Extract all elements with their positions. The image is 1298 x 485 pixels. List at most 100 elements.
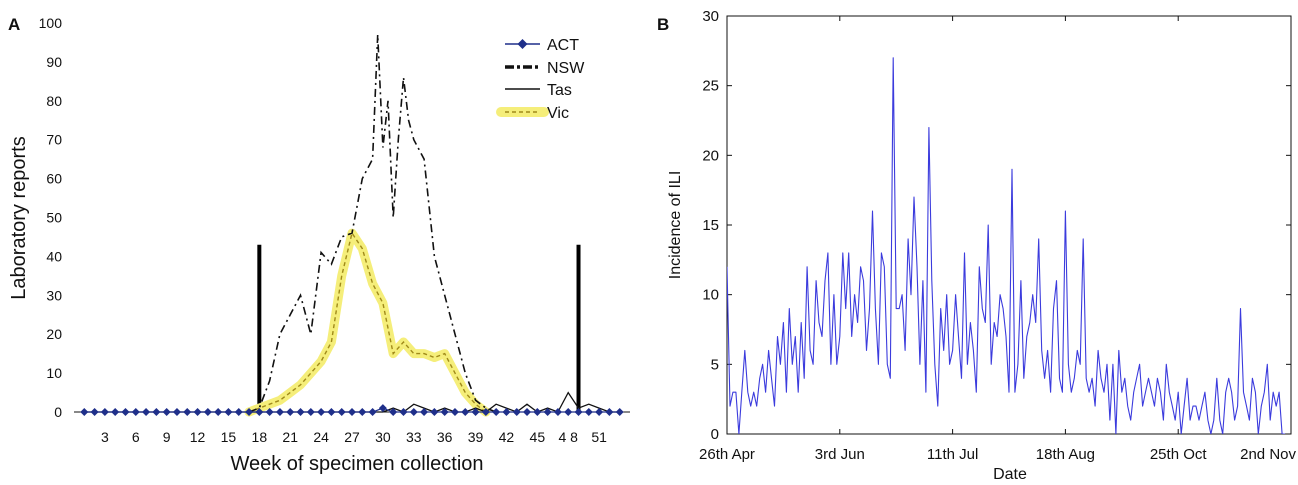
panel-a-y-tick-label: 20 (46, 326, 62, 342)
panel-b-y-axis-label: Incidence of ILI (667, 171, 684, 280)
panel-a-y-axis: 0 10 20 30 40 50 60 70 80 90 100 (39, 15, 63, 420)
panel-a-x-tick-label: 9 (163, 429, 171, 445)
panel-b-x-axis: 26th Apr 3rd Jun 11th Jul 18th Aug 25th Oct 2… (699, 16, 1296, 463)
legend-entry-nsw: NSW (547, 60, 585, 77)
panel-a-x-tick-label: 6 (132, 429, 140, 445)
series-act-point (440, 408, 449, 416)
panel-a-x-tick-label: 36 (437, 429, 453, 445)
series-act-point (203, 408, 212, 416)
panel-a-y-tick-label: 40 (46, 248, 62, 264)
series-act-point (245, 408, 254, 416)
series-act-point (605, 408, 614, 416)
series-act-point (409, 408, 418, 416)
panel-b-x-axis-label: Date (993, 466, 1027, 483)
series-act-point (543, 408, 552, 416)
series-act-point (100, 408, 109, 416)
panel-b-x-tick-label: 26th Apr (699, 446, 755, 463)
panel-a-x-tick-label: 15 (221, 429, 237, 445)
panel-b-y-tick-label: 5 (711, 356, 719, 373)
panel-a-x-tick-label: 30 (375, 429, 391, 445)
panel-a-x-tick-label: 33 (406, 429, 422, 445)
panel-a-y-tick-label: 80 (46, 93, 62, 109)
panel-a-x-tick-label: 18 (252, 429, 268, 445)
series-ili-line (727, 57, 1286, 434)
series-vic-highlight (244, 228, 491, 417)
series-act-point (481, 408, 490, 416)
panel-b-y-tick-label: 30 (702, 8, 719, 25)
series-act-point (378, 404, 387, 413)
panel-a-x-tick-label: 4 8 (558, 429, 578, 445)
series-act-point (471, 408, 480, 416)
series-act-point (255, 408, 264, 416)
panel-a-y-tick-label: 100 (39, 15, 63, 31)
panel-a-legend: ACT NSW Tas Vic (496, 37, 585, 122)
panel-a-y-tick-label: 90 (46, 54, 62, 70)
series-act-point (595, 408, 604, 416)
panel-b-y-tick-label: 10 (702, 287, 719, 304)
panel-a-y-tick-label: 60 (46, 171, 62, 187)
series-act-point (389, 408, 398, 416)
series-act-point (296, 408, 305, 416)
series-act-point (142, 408, 151, 416)
legend-entry-tas: Tas (547, 82, 572, 99)
series-act-point (317, 408, 326, 416)
series-act-point (420, 408, 429, 416)
series-nsw-line (248, 34, 497, 413)
panel-a-x-tick-label: 21 (282, 429, 298, 445)
series-act-point (523, 408, 532, 416)
series-act-point (111, 408, 120, 416)
series-act-point (553, 408, 562, 416)
series-act-point (615, 408, 624, 416)
series-act-point (512, 408, 521, 416)
series-act-point (286, 408, 295, 416)
panel-a-series (80, 34, 624, 417)
panel-a-y-tick-label: 0 (54, 404, 62, 420)
series-act-point (584, 408, 593, 416)
panel-b-y-tick-label: 15 (702, 217, 719, 234)
panel-b-x-tick-label: 2nd Nov (1240, 446, 1296, 463)
panel-a-y-axis-label: Laboratory reports (8, 136, 30, 299)
series-act-point (152, 408, 161, 416)
panel-a-x-tick-label: 51 (591, 429, 607, 445)
series-act-point (234, 408, 243, 416)
panel-b-y-axis: 0 5 10 15 20 25 30 (702, 8, 1291, 443)
series-act-point (327, 408, 336, 416)
series-act-point (121, 408, 130, 416)
panel-b-y-tick-label: 20 (702, 147, 719, 164)
series-vic-line (248, 231, 487, 413)
series-act-point (162, 408, 171, 416)
legend-entry-act: ACT (547, 37, 579, 54)
panel-a-x-tick-label: 12 (190, 429, 206, 445)
panel-b: B 0 5 10 15 20 25 30 26th Apr 3rd Jun 11th Jul 18… (657, 8, 1296, 483)
panel-b-label: B (657, 15, 669, 34)
series-act-point (533, 408, 542, 416)
series-act-point (492, 408, 501, 416)
panel-a-y-tick-label: 30 (46, 287, 62, 303)
panel-a-x-tick-label: 45 (530, 429, 546, 445)
panel-b-series (727, 57, 1286, 434)
panel-b-x-tick-label: 18th Aug (1036, 446, 1095, 463)
series-act-point (430, 408, 439, 416)
series-act-point (224, 408, 233, 416)
season-markers (257, 244, 581, 412)
panel-b-x-tick-label: 3rd Jun (815, 446, 865, 463)
series-act-point (348, 408, 356, 416)
panel-a-y-tick-label: 10 (46, 365, 62, 381)
series-act-point (80, 408, 89, 416)
panel-a-label: A (8, 15, 20, 34)
series-act-point (574, 408, 583, 416)
series-act-point (564, 408, 573, 416)
series-act-point (337, 408, 346, 416)
series-act-point (358, 408, 367, 416)
series-act-point (461, 408, 470, 416)
legend-act-marker (517, 39, 528, 49)
panel-a-y-tick-label: 50 (46, 210, 62, 226)
series-act-point (131, 408, 140, 416)
panel-a-x-axis-label: Week of specimen collection (230, 453, 483, 475)
panel-a-x-tick-label: 3 (101, 429, 109, 445)
series-act-point (214, 408, 223, 416)
series-act-point (502, 408, 511, 416)
panel-a-x-tick-label: 42 (499, 429, 515, 445)
